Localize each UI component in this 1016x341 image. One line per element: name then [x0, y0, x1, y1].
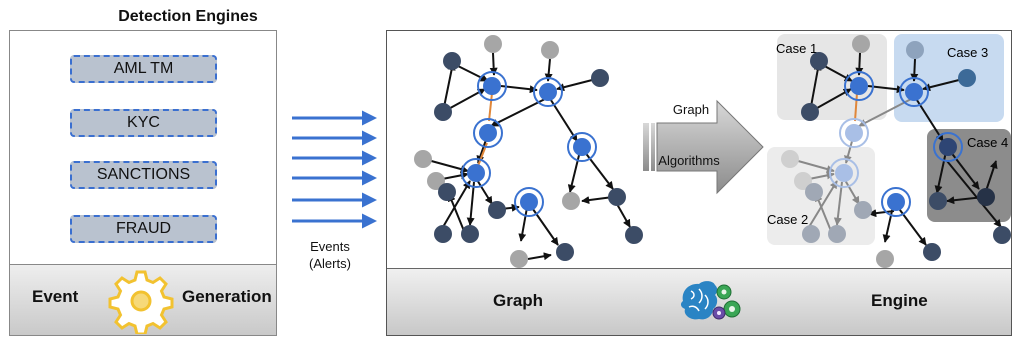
left-graph-edges — [423, 52, 631, 261]
node — [539, 83, 557, 101]
node — [906, 41, 924, 59]
node — [573, 138, 591, 156]
node — [414, 150, 432, 168]
node — [835, 164, 853, 182]
node — [802, 225, 820, 243]
node — [567, 132, 597, 162]
alerts-label: (Alerts) — [309, 256, 351, 271]
node — [829, 158, 859, 188]
engine-sanctions: SANCTIONS — [70, 161, 217, 189]
node — [854, 201, 872, 219]
node — [887, 193, 905, 211]
algorithms-label: Algorithms — [658, 153, 720, 168]
engine-aml-tm: AML TM — [70, 55, 217, 83]
node — [562, 192, 580, 210]
engine-fraud: FRAUD — [70, 215, 217, 243]
detection-engines-title: Detection Engines — [118, 8, 258, 25]
node — [556, 243, 574, 261]
node — [461, 225, 479, 243]
node — [850, 77, 868, 95]
event-arrows — [292, 110, 377, 229]
node — [479, 124, 497, 142]
node — [443, 52, 461, 70]
engine-kyc: KYC — [70, 109, 217, 137]
node — [839, 118, 869, 148]
node — [533, 77, 563, 107]
highlight-edge — [488, 92, 493, 122]
node — [794, 172, 812, 190]
event-label: Event — [32, 287, 79, 306]
node — [828, 225, 846, 243]
node — [933, 132, 963, 162]
node — [993, 226, 1011, 244]
node — [510, 250, 528, 268]
node — [805, 183, 823, 201]
highlight-edge — [854, 92, 858, 122]
node — [514, 187, 544, 217]
case-2-edges — [790, 96, 916, 232]
node — [929, 192, 947, 210]
case-2-label: Case 2 — [767, 212, 808, 227]
node — [905, 83, 923, 101]
node — [939, 138, 957, 156]
node — [781, 150, 799, 168]
node — [434, 103, 452, 121]
node — [427, 172, 445, 190]
node — [958, 69, 976, 87]
node — [801, 103, 819, 121]
node — [461, 158, 491, 188]
node — [844, 71, 874, 101]
node — [852, 35, 870, 53]
node — [484, 35, 502, 53]
node — [438, 183, 456, 201]
graph-engine-panel: Graph Algorithms Case 1 Case 2 Case 3 Ca… — [386, 30, 1012, 336]
graph-canvas: Graph Algorithms Case 1 Case 2 Case 3 Ca… — [414, 34, 1011, 268]
node — [483, 77, 501, 95]
node — [488, 201, 506, 219]
brain-gears-icon — [680, 281, 741, 320]
events-label: Events — [310, 239, 350, 254]
graph-algorithms-arrow — [643, 99, 764, 195]
detection-engines-panel: AML TM KYC SANCTIONS FRAUD Event Generat… — [9, 30, 277, 336]
node — [899, 77, 929, 107]
right-graph-nodes — [781, 35, 1011, 268]
generation-label: Generation — [182, 287, 272, 306]
node — [473, 118, 503, 148]
case-1-label: Case 1 — [776, 41, 817, 56]
gear-icon — [108, 270, 174, 334]
node — [977, 188, 995, 206]
graph-footer-label: Graph — [493, 291, 544, 310]
node — [881, 187, 911, 217]
node — [625, 226, 643, 244]
node — [876, 250, 894, 268]
graph-label: Graph — [673, 102, 709, 117]
node — [923, 243, 941, 261]
case-3-label: Case 3 — [947, 45, 988, 60]
event-generation-bar: Event Generation — [10, 264, 276, 335]
node — [541, 41, 559, 59]
node — [591, 69, 609, 87]
node — [608, 188, 626, 206]
graph-engine-bar: Graph Engine — [387, 268, 1011, 335]
node — [845, 124, 863, 142]
engine-footer-label: Engine — [871, 291, 928, 310]
node — [434, 225, 452, 243]
node — [520, 193, 538, 211]
events-alerts-label: Events (Alerts) — [290, 238, 370, 272]
node — [810, 52, 828, 70]
node — [467, 164, 485, 182]
node — [477, 71, 507, 101]
case-4-label: Case 4 — [967, 135, 1008, 150]
left-graph-nodes — [414, 35, 643, 268]
